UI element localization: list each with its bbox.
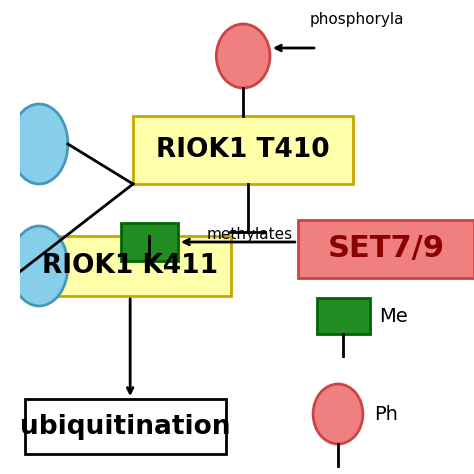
FancyBboxPatch shape [29, 236, 231, 296]
Text: Ph: Ph [374, 404, 398, 423]
FancyBboxPatch shape [317, 298, 370, 334]
FancyBboxPatch shape [133, 116, 353, 184]
Text: methylates: methylates [207, 227, 293, 242]
FancyBboxPatch shape [120, 223, 178, 261]
Text: Me: Me [379, 307, 408, 326]
Text: SET7/9: SET7/9 [328, 235, 445, 264]
Text: phosphoryla: phosphoryla [309, 11, 404, 27]
Text: ubiquitination: ubiquitination [20, 413, 231, 439]
Ellipse shape [216, 24, 270, 88]
Text: RIOK1 K411: RIOK1 K411 [42, 253, 218, 279]
Ellipse shape [313, 384, 363, 444]
Ellipse shape [10, 226, 68, 306]
FancyBboxPatch shape [25, 399, 226, 454]
Ellipse shape [10, 104, 68, 184]
FancyBboxPatch shape [298, 220, 474, 278]
Text: RIOK1 T410: RIOK1 T410 [156, 137, 330, 163]
